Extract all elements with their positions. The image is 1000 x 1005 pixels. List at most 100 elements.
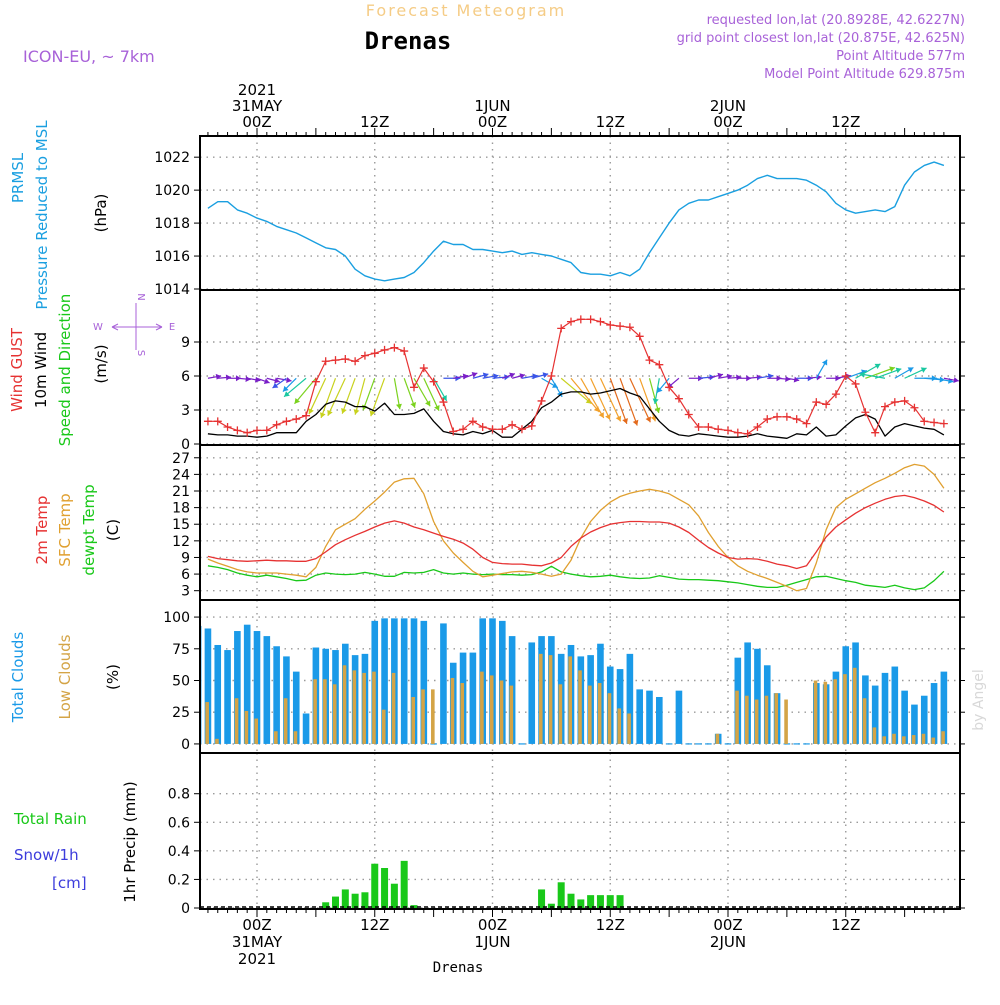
label-sfc-temp: SFC Temp — [56, 493, 74, 566]
low-cloud-bar — [882, 736, 886, 744]
gust-marker — [233, 426, 241, 434]
low-cloud-bar — [608, 693, 612, 744]
total-cloud-bar — [214, 645, 221, 744]
gust-marker — [547, 372, 555, 380]
total-cloud-bar — [882, 673, 889, 744]
time-label: 12Z — [831, 916, 860, 934]
time-label: 12Z — [596, 916, 625, 934]
gust-marker — [891, 398, 899, 406]
ylabel-ms: (m/s) — [92, 344, 110, 383]
ytick-label: 6 — [181, 369, 190, 385]
low-cloud-bar — [510, 686, 514, 744]
wind-arrow — [620, 378, 637, 425]
ytick-label: 3 — [181, 584, 190, 600]
grid-layer — [200, 136, 960, 909]
ytick-label: 75 — [172, 642, 190, 658]
frame-layer — [194, 128, 965, 917]
low-cloud-bar — [559, 684, 563, 744]
low-cloud-bar — [460, 683, 464, 744]
total-cloud-bar — [224, 650, 231, 744]
rain-bar — [371, 864, 378, 908]
compass-s: S — [135, 350, 146, 356]
gust-marker — [302, 412, 310, 420]
gust-marker — [410, 383, 418, 391]
low-cloud-bar — [578, 670, 582, 744]
gust-marker — [773, 413, 781, 421]
ylabel-precip: 1hr Precip (mm) — [121, 781, 139, 902]
location-title: Drenas — [365, 27, 452, 55]
low-cloud-bar — [480, 672, 484, 744]
requested-coords: requested lon,lat (20.8928E, 42.6227N) — [707, 13, 965, 28]
ytick-label: 15 — [172, 517, 190, 533]
wind-arrow-head — [953, 377, 958, 383]
gust-marker — [577, 315, 585, 323]
wind-arrow-head — [543, 372, 549, 378]
time-label: 12Z — [360, 916, 389, 934]
ytick-label: 1014 — [154, 282, 190, 298]
low-cloud-bar — [411, 697, 415, 744]
ytick-label: 18 — [172, 501, 190, 517]
gust-marker — [714, 425, 722, 433]
gust-marker — [351, 357, 359, 365]
wind-arrow-head — [273, 383, 279, 388]
panel-frame — [200, 290, 960, 445]
label-2m-temp: 2m Temp — [33, 496, 51, 565]
wind-arrow-head — [226, 375, 231, 381]
low-cloud-bar — [294, 731, 298, 744]
low-cloud-bar — [765, 696, 769, 744]
ytick-label: 0.8 — [168, 787, 190, 803]
rain-bar — [391, 884, 398, 908]
low-cloud-bar — [824, 682, 828, 744]
gust-marker — [587, 315, 595, 323]
time-label: 31MAY — [232, 933, 283, 951]
low-cloud-bar — [205, 702, 209, 744]
label-wind-gust: Wind GUST — [8, 327, 26, 412]
ytick-label: 50 — [172, 674, 190, 690]
low-cloud-bar — [892, 734, 896, 744]
low-cloud-bar — [362, 673, 366, 744]
point-altitude: Point Altitude 577m — [836, 49, 965, 64]
label-dewpt-temp: dewpt Temp — [80, 484, 98, 575]
wind-arrow — [561, 378, 591, 403]
low-cloud-bar — [627, 713, 631, 743]
low-cloud-bar — [902, 736, 906, 744]
low-cloud-bar — [568, 656, 572, 744]
low-cloud-bar — [490, 675, 494, 744]
total-cloud-bar — [264, 636, 271, 744]
gust-marker — [734, 429, 742, 437]
ytick-label: 0.4 — [168, 844, 190, 860]
grid-point-coords: grid point closest lon,lat (20.875E, 42.… — [677, 31, 965, 46]
low-cloud-bar — [873, 727, 877, 743]
low-cloud-bar — [774, 693, 778, 744]
total-cloud-bar — [931, 683, 938, 744]
gust-marker — [606, 321, 614, 329]
label-low-clouds: Low Clouds — [56, 634, 74, 719]
label-pressure-msl: Pressure Reduced to MSL — [33, 120, 51, 310]
gust-marker — [312, 378, 320, 386]
gust-marker — [263, 426, 271, 434]
low-cloud-bar — [382, 710, 386, 744]
rain-bar — [538, 889, 545, 908]
meteogram: Forecast Meteogram Drenas ICON-EU, ~ 7km… — [0, 0, 1000, 1000]
wind-arrow — [571, 378, 599, 412]
low-cloud-bar — [617, 708, 621, 744]
low-cloud-bar — [343, 665, 347, 744]
time-label: 12Z — [360, 113, 389, 131]
gust-marker — [881, 403, 889, 411]
wind-arrow — [342, 378, 355, 413]
gust-marker — [901, 397, 909, 405]
time-label: 12Z — [831, 113, 860, 131]
gust-marker — [812, 398, 820, 406]
label-prmsl: PRMSL — [9, 152, 27, 203]
top-title: Forecast Meteogram — [366, 1, 566, 20]
time-label: 1JUN — [474, 933, 510, 951]
low-cloud-bar — [755, 700, 759, 744]
ytick-label: 1018 — [154, 216, 190, 232]
low-cloud-bar — [353, 670, 357, 744]
gust-marker — [538, 397, 546, 405]
time-label: 00Z — [478, 113, 507, 131]
low-cloud-bar — [284, 698, 288, 744]
rain-bar — [587, 895, 594, 908]
total-cloud-bar — [636, 689, 643, 744]
ylabel-c: (C) — [104, 519, 122, 541]
